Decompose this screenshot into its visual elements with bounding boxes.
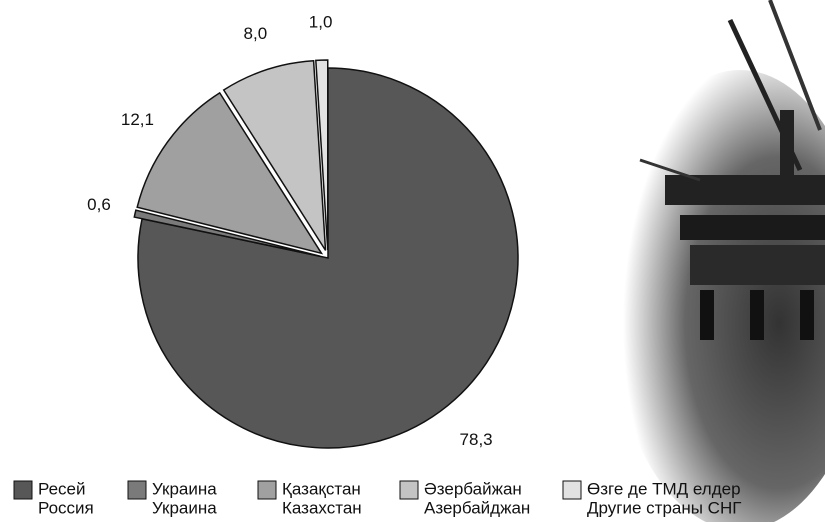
legend-label-ru: Другие страны СНГ xyxy=(587,498,741,517)
oil-platform-photo xyxy=(610,0,825,522)
data-label: 78,3 xyxy=(460,430,493,449)
legend-label: Өзге де ТМД елдер xyxy=(587,479,741,498)
pie-slice xyxy=(133,209,321,257)
data-label: 1,0 xyxy=(309,13,333,32)
data-label: 8,0 xyxy=(244,24,268,43)
legend-label: Украина xyxy=(152,479,217,498)
legend-swatch xyxy=(399,480,419,500)
data-label: 0,6 xyxy=(87,195,111,214)
legend-label-ru: Россия xyxy=(38,498,94,517)
legend-label-ru: Украина xyxy=(152,498,217,517)
legend-swatch xyxy=(13,480,33,500)
legend-label-ru: Казахстан xyxy=(282,498,362,517)
legend-label-ru: Азербайджан xyxy=(424,498,530,517)
pie-slice xyxy=(222,59,327,251)
data-label: 12,1 xyxy=(121,110,154,129)
legend-swatch xyxy=(562,480,582,500)
legend-label: Ресей xyxy=(38,479,86,498)
pie-slice xyxy=(136,91,324,255)
legend-label: Әзербайжан xyxy=(424,479,522,498)
pie-slice xyxy=(137,67,519,449)
legend-label: Қазақстан xyxy=(282,479,361,498)
legend-swatch xyxy=(127,480,147,500)
legend-swatch xyxy=(257,480,277,500)
pie-slice xyxy=(315,59,329,251)
